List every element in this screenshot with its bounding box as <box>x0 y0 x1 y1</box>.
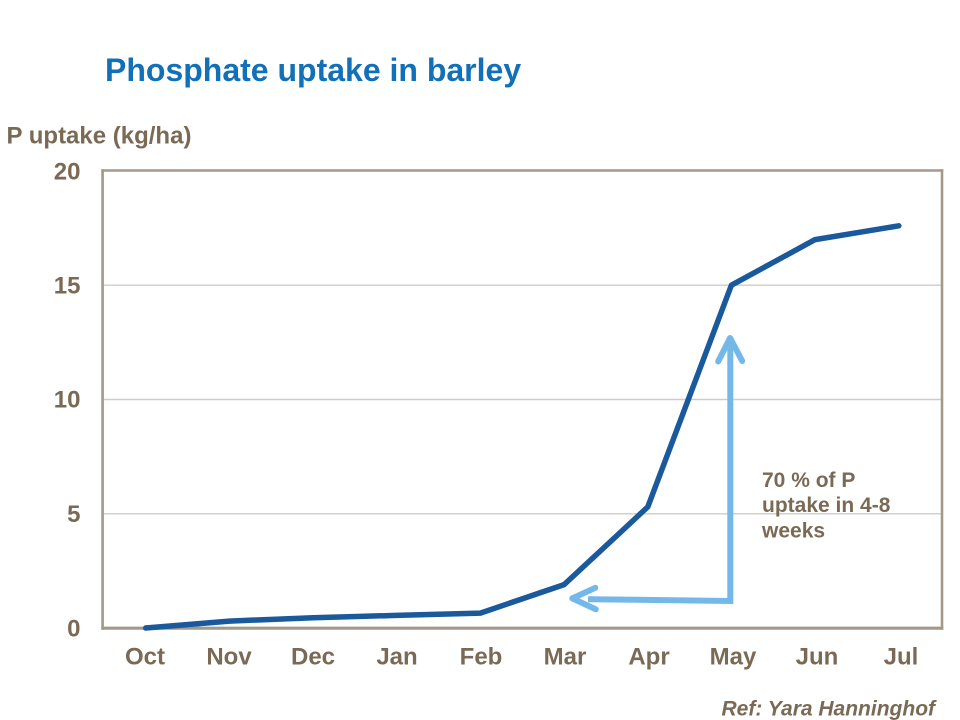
svg-text:Jul: Jul <box>884 644 919 671</box>
svg-text:15: 15 <box>54 273 81 300</box>
svg-text:Dec: Dec <box>291 644 335 671</box>
svg-text:20: 20 <box>54 158 81 185</box>
svg-text:Nov: Nov <box>206 644 252 671</box>
svg-text:10: 10 <box>54 387 81 414</box>
svg-text:Jun: Jun <box>796 644 839 671</box>
svg-text:Phosphate uptake in barley: Phosphate uptake in barley <box>105 52 521 88</box>
svg-text:May: May <box>710 644 757 671</box>
svg-text:P uptake (kg/ha): P uptake (kg/ha) <box>7 123 192 150</box>
svg-text:uptake in 4-8: uptake in 4-8 <box>762 494 891 517</box>
svg-text:Feb: Feb <box>460 644 503 671</box>
svg-text:Ref: Yara Hanninghof: Ref: Yara Hanninghof <box>722 697 938 720</box>
svg-text:5: 5 <box>67 501 80 528</box>
svg-text:Apr: Apr <box>628 644 669 671</box>
svg-text:Jan: Jan <box>376 644 417 671</box>
svg-text:Oct: Oct <box>125 644 165 671</box>
svg-text:weeks: weeks <box>761 520 825 543</box>
svg-text:70 % of P: 70 % of P <box>762 469 855 492</box>
svg-text:0: 0 <box>67 615 80 642</box>
svg-text:Mar: Mar <box>544 644 587 671</box>
